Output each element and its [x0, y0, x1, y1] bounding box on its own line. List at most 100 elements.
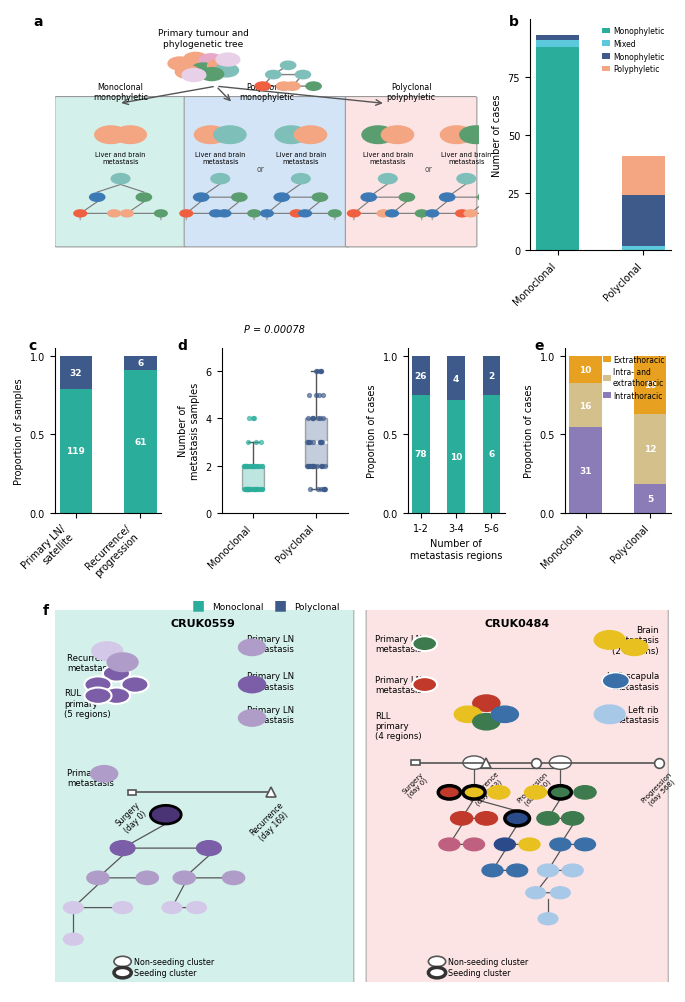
FancyBboxPatch shape — [345, 97, 477, 247]
Circle shape — [491, 706, 519, 722]
Point — [251, 482, 262, 498]
Text: CRUK0484: CRUK0484 — [484, 618, 550, 628]
Circle shape — [382, 127, 414, 144]
FancyBboxPatch shape — [55, 97, 186, 247]
Text: Progression
(day 568): Progression (day 568) — [640, 771, 678, 809]
Point — [244, 482, 255, 498]
Circle shape — [594, 705, 625, 723]
Circle shape — [199, 55, 223, 68]
Point — [244, 411, 255, 427]
Text: 6: 6 — [488, 450, 495, 459]
Circle shape — [292, 174, 310, 184]
Circle shape — [464, 210, 477, 217]
Circle shape — [362, 127, 395, 144]
Text: Polyclonal
polyphyletic: Polyclonal polyphyletic — [386, 83, 436, 102]
Point — [253, 458, 264, 474]
Text: Left rib
metastasis: Left rib metastasis — [612, 704, 659, 724]
Circle shape — [377, 210, 390, 217]
Circle shape — [136, 872, 158, 885]
Circle shape — [113, 902, 132, 914]
Circle shape — [162, 902, 182, 914]
Text: b: b — [509, 15, 519, 29]
Circle shape — [184, 53, 208, 66]
Circle shape — [200, 68, 223, 81]
Circle shape — [280, 62, 296, 70]
Circle shape — [110, 841, 135, 856]
Circle shape — [451, 812, 473, 826]
FancyBboxPatch shape — [52, 609, 353, 984]
Circle shape — [505, 812, 530, 826]
Text: P = 0.00078: P = 0.00078 — [244, 325, 305, 335]
Circle shape — [426, 210, 438, 217]
Point — [305, 482, 316, 498]
Point — [318, 482, 329, 498]
Y-axis label: Number of
metastasis samples: Number of metastasis samples — [178, 383, 200, 479]
Circle shape — [299, 210, 312, 217]
Circle shape — [64, 933, 83, 945]
Circle shape — [488, 786, 510, 800]
Circle shape — [111, 174, 130, 184]
Text: Monoclonal: Monoclonal — [212, 602, 264, 611]
Text: or: or — [257, 164, 264, 173]
Circle shape — [306, 83, 321, 91]
FancyBboxPatch shape — [366, 609, 668, 984]
Circle shape — [454, 706, 482, 722]
Circle shape — [275, 127, 308, 144]
Point — [303, 435, 314, 451]
Text: Liver and brain
metastasis: Liver and brain metastasis — [362, 151, 413, 164]
Circle shape — [412, 677, 437, 692]
Text: e: e — [535, 339, 545, 353]
Circle shape — [197, 841, 221, 856]
Text: 6: 6 — [138, 359, 144, 368]
Circle shape — [84, 676, 112, 693]
Text: Liver and brain
metastasis: Liver and brain metastasis — [441, 151, 491, 164]
Circle shape — [361, 193, 376, 202]
Point — [242, 458, 253, 474]
Bar — [60, 356, 92, 390]
Point — [256, 458, 267, 474]
Text: Non-seeding cluster: Non-seeding cluster — [134, 957, 214, 966]
Text: 10: 10 — [580, 366, 592, 375]
Circle shape — [187, 902, 206, 914]
Text: Polyclonal
monophyletic: Polyclonal monophyletic — [239, 83, 295, 102]
Circle shape — [507, 865, 527, 877]
Point — [319, 482, 330, 498]
Point — [244, 482, 255, 498]
Bar — [412, 396, 429, 513]
Point — [248, 458, 259, 474]
Bar — [569, 356, 602, 384]
Point — [252, 482, 263, 498]
Point — [249, 458, 260, 474]
Bar — [634, 484, 667, 513]
Point — [239, 458, 250, 474]
Point — [308, 458, 319, 474]
Text: Primary LN
metastasis: Primary LN metastasis — [247, 704, 294, 724]
Circle shape — [114, 968, 132, 978]
Text: Liver and brain
metastasis: Liver and brain metastasis — [95, 151, 146, 164]
Text: Seeding cluster: Seeding cluster — [134, 968, 196, 977]
Point — [303, 458, 314, 474]
Circle shape — [84, 687, 112, 704]
Point — [316, 435, 327, 451]
Bar — [124, 371, 157, 513]
Point — [302, 458, 313, 474]
Bar — [482, 396, 500, 513]
Text: Monoclonal
monophyletic: Monoclonal monophyletic — [93, 83, 148, 102]
Point — [241, 482, 252, 498]
Circle shape — [214, 65, 238, 78]
Point — [256, 482, 267, 498]
Point — [256, 458, 267, 474]
Point — [306, 458, 317, 474]
Circle shape — [266, 71, 281, 79]
Bar — [569, 384, 602, 428]
Point — [256, 435, 266, 451]
Circle shape — [463, 786, 485, 800]
Text: 61: 61 — [134, 437, 147, 446]
Point — [242, 482, 253, 498]
Point — [239, 458, 250, 474]
Circle shape — [74, 210, 86, 217]
Point — [312, 364, 323, 380]
Point — [254, 482, 265, 498]
Circle shape — [538, 913, 558, 925]
Circle shape — [90, 193, 105, 202]
